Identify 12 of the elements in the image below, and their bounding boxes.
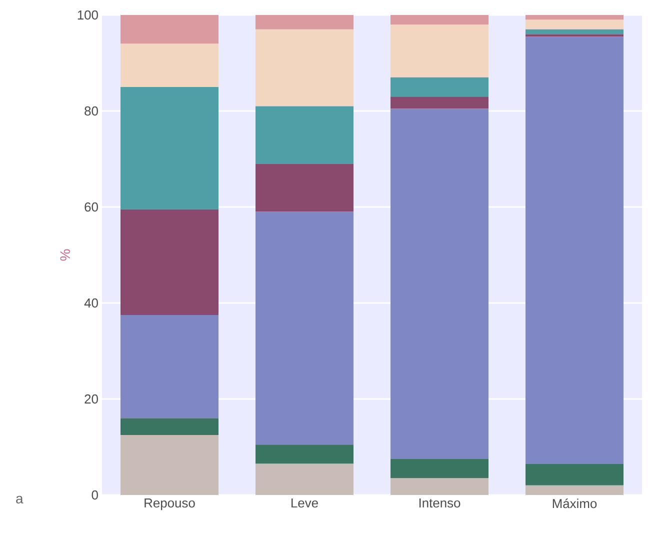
x-tick-label: Máximo xyxy=(552,498,597,508)
y-axis-title: % xyxy=(60,249,70,261)
y-tick-label: 60 xyxy=(84,202,98,212)
x-tick-label: Intenso xyxy=(419,498,460,508)
x-tick-label: Leve xyxy=(292,498,318,508)
y-tick-label: 80 xyxy=(84,106,98,116)
y-tick-label: 40 xyxy=(84,298,98,308)
text: a xyxy=(16,496,24,504)
x-tick-label: Repouso xyxy=(144,498,195,510)
y-tick-label: 100 xyxy=(78,10,98,20)
y-tick-label: 0 xyxy=(92,490,98,500)
y-tick-label: 20 xyxy=(84,394,98,404)
